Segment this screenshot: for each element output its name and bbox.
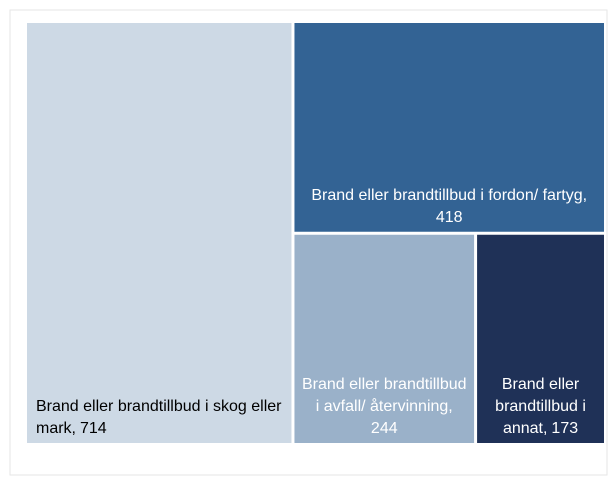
tile-label: Brand eller brandtillbud i fordon/ farty… [311, 187, 587, 226]
category-label: brandtillbud i [495, 398, 586, 415]
label-line: 418 [436, 209, 463, 226]
category-label: i avfall/ återvinning, [316, 397, 453, 415]
value-label: 418 [436, 209, 463, 226]
tile-label: Brand eller brandtillbud i skog eller mar… [36, 398, 282, 437]
label-line: Brand eller brandtillbud [302, 376, 467, 393]
label-line: Brand eller brandtillbud i fordon/ farty… [311, 187, 587, 204]
value-label: 173 [551, 420, 578, 437]
label-line: i avfall/ återvinning, [316, 397, 453, 415]
label-line: brandtillbud i [495, 398, 586, 415]
value-label: 244 [371, 420, 398, 437]
tile [477, 234, 604, 443]
label-line: mark, 714 [36, 420, 107, 437]
label-line: annat, 173 [503, 420, 578, 437]
category-label: Brand eller brandtillbud i skog eller [36, 398, 282, 415]
value-label: 714 [80, 420, 107, 437]
tile-label: Brand eller brandtillbud i annat, 173 [495, 376, 586, 437]
label-line: 244 [371, 420, 398, 437]
category-label: Brand eller brandtillbud [302, 376, 467, 393]
tile [294, 23, 604, 232]
tile-label: Brand eller brandtillbud i avfall/ återvi… [302, 376, 467, 437]
category-label: Brand eller [502, 376, 580, 393]
category-label: Brand eller brandtillbud i fordon/ farty… [311, 187, 587, 204]
tile [294, 234, 475, 443]
category-label: mark, [36, 420, 76, 437]
category-label: annat, [503, 420, 547, 437]
tile [27, 23, 292, 443]
label-line: Brand eller brandtillbud i skog eller [36, 398, 282, 415]
frame [9, 9, 608, 476]
label-line: Brand eller [502, 376, 580, 393]
